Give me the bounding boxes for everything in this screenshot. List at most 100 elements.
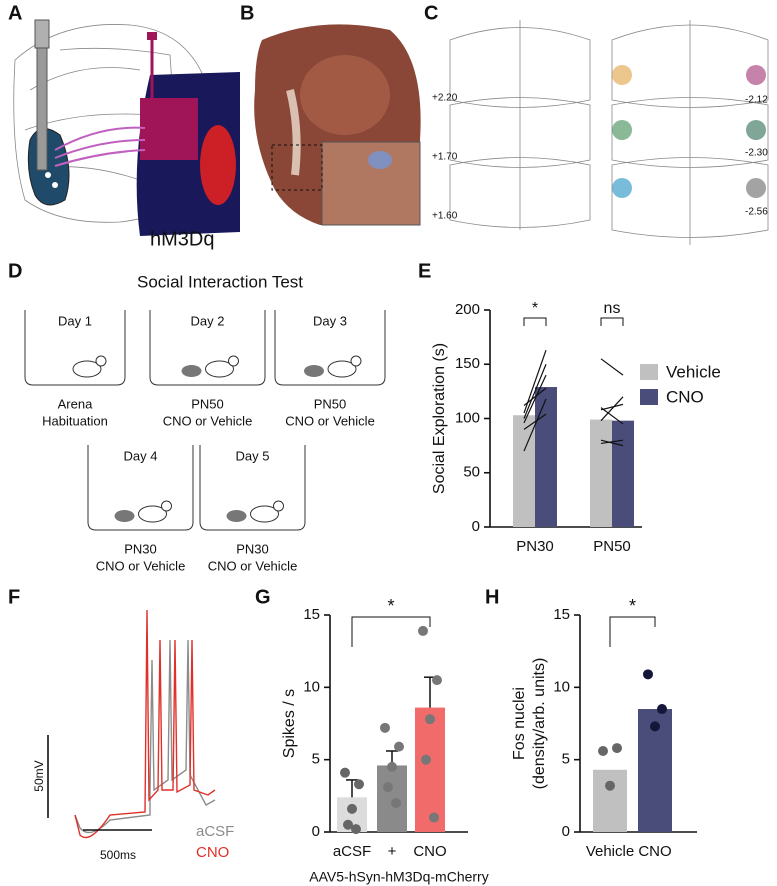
y-tick-label: 150 (455, 355, 480, 372)
caption: Arena (58, 396, 93, 411)
data-point (598, 745, 608, 756)
bar (415, 707, 445, 832)
rat (161, 500, 172, 512)
data-point (340, 767, 350, 778)
paired-line (523, 364, 547, 419)
day-label: Day 1 (58, 313, 92, 328)
scale-bar-label: 50mV (32, 760, 46, 791)
coordinate: +1.60 (432, 211, 458, 222)
paired-line (523, 374, 547, 424)
y-tick-label: 10 (303, 678, 320, 695)
legend-label: CNO (196, 844, 229, 861)
x-axis-label: AAV5-hSyn-hM3Dq-mCherry (309, 869, 488, 885)
panel-label: A (8, 2, 22, 24)
y-tick-label: 15 (553, 606, 570, 623)
data-point (432, 675, 442, 686)
data-point (380, 722, 390, 733)
data-point (351, 824, 361, 835)
panel-label: E (418, 260, 431, 282)
data-point (605, 780, 615, 791)
paired-line (523, 398, 547, 452)
panel-d-title: Social Interaction Test (137, 272, 303, 291)
caption: CNO or Vehicle (208, 558, 298, 573)
coordinate: +2.20 (432, 93, 458, 104)
bar (590, 419, 612, 527)
panel-c-atlas (449, 20, 769, 245)
day-label: Day 3 (313, 313, 347, 328)
y-tick-label: 15 (303, 606, 320, 623)
significance-bracket (523, 317, 547, 326)
coordinate: -2.12 (745, 95, 768, 106)
caption: CNO or Vehicle (163, 413, 253, 428)
day-label: Day 2 (191, 313, 225, 328)
legend-swatch (640, 389, 658, 405)
rat (138, 505, 167, 523)
significance-label: * (532, 300, 538, 317)
arena (199, 445, 306, 531)
significance-label: * (387, 596, 394, 616)
significance-label: ns (604, 300, 621, 317)
y-axis-label: Spikes / s (281, 689, 298, 758)
arena (24, 310, 126, 386)
panel-label: D (8, 260, 22, 282)
y-axis-label: Social Exploration (s) (431, 343, 448, 494)
rat (327, 360, 357, 378)
caption: Habituation (42, 413, 108, 428)
paired-line (600, 358, 624, 376)
arena (87, 445, 194, 531)
bar (377, 765, 407, 832)
paired-line (600, 439, 624, 445)
panel-a-illustration (13, 19, 240, 236)
panel-label: G (255, 586, 271, 608)
y-tick-label: 200 (455, 301, 480, 318)
rat (250, 505, 279, 523)
panel-label: F (8, 586, 20, 608)
panel-f-trace (47, 609, 216, 839)
day-label: Day 4 (124, 448, 158, 463)
data-point (612, 743, 622, 754)
caption: PN50 (191, 396, 224, 411)
paired-line (600, 396, 624, 422)
y-axis-label: Fos nuclei (511, 687, 528, 760)
panel-label: B (240, 2, 254, 24)
data-point (347, 803, 357, 814)
x-tick-label: CNO (413, 843, 446, 860)
x-tick-label: aCSF (333, 843, 371, 860)
significance-bracket (600, 317, 624, 326)
arena (149, 310, 266, 386)
caption: CNO or Vehicle (96, 558, 186, 573)
data-point (394, 741, 404, 752)
paired-line (600, 403, 624, 411)
data-point (650, 721, 660, 732)
rat (205, 360, 234, 378)
caption: PN30 (124, 541, 157, 556)
juvenile (226, 510, 247, 522)
day-label: Day 5 (236, 448, 270, 463)
y-tick-label: 10 (553, 678, 570, 695)
paired-line (600, 407, 624, 425)
rat (95, 355, 107, 367)
y-tick-label: 0 (472, 518, 480, 535)
juvenile (114, 510, 135, 522)
y-tick-label: 0 (562, 823, 570, 840)
juvenile (304, 365, 324, 377)
caption: CNO or Vehicle (285, 413, 375, 428)
rat (228, 355, 239, 367)
data-point (425, 714, 435, 725)
x-tick-label: CNO (638, 843, 671, 860)
panel-b-histology (254, 24, 421, 226)
coordinate: -2.30 (745, 148, 768, 159)
coordinate: +1.70 (432, 152, 458, 163)
coordinate: -2.56 (745, 207, 768, 218)
paired-line (523, 387, 547, 406)
juvenile (181, 365, 202, 377)
data-point (343, 819, 353, 830)
data-point (387, 761, 397, 772)
bar (513, 415, 535, 527)
y-tick-label: 5 (312, 751, 320, 768)
data-point (429, 812, 439, 823)
construct-label: hM3Dq (150, 228, 214, 250)
y-tick-label: 100 (455, 409, 480, 426)
arena (274, 310, 386, 386)
